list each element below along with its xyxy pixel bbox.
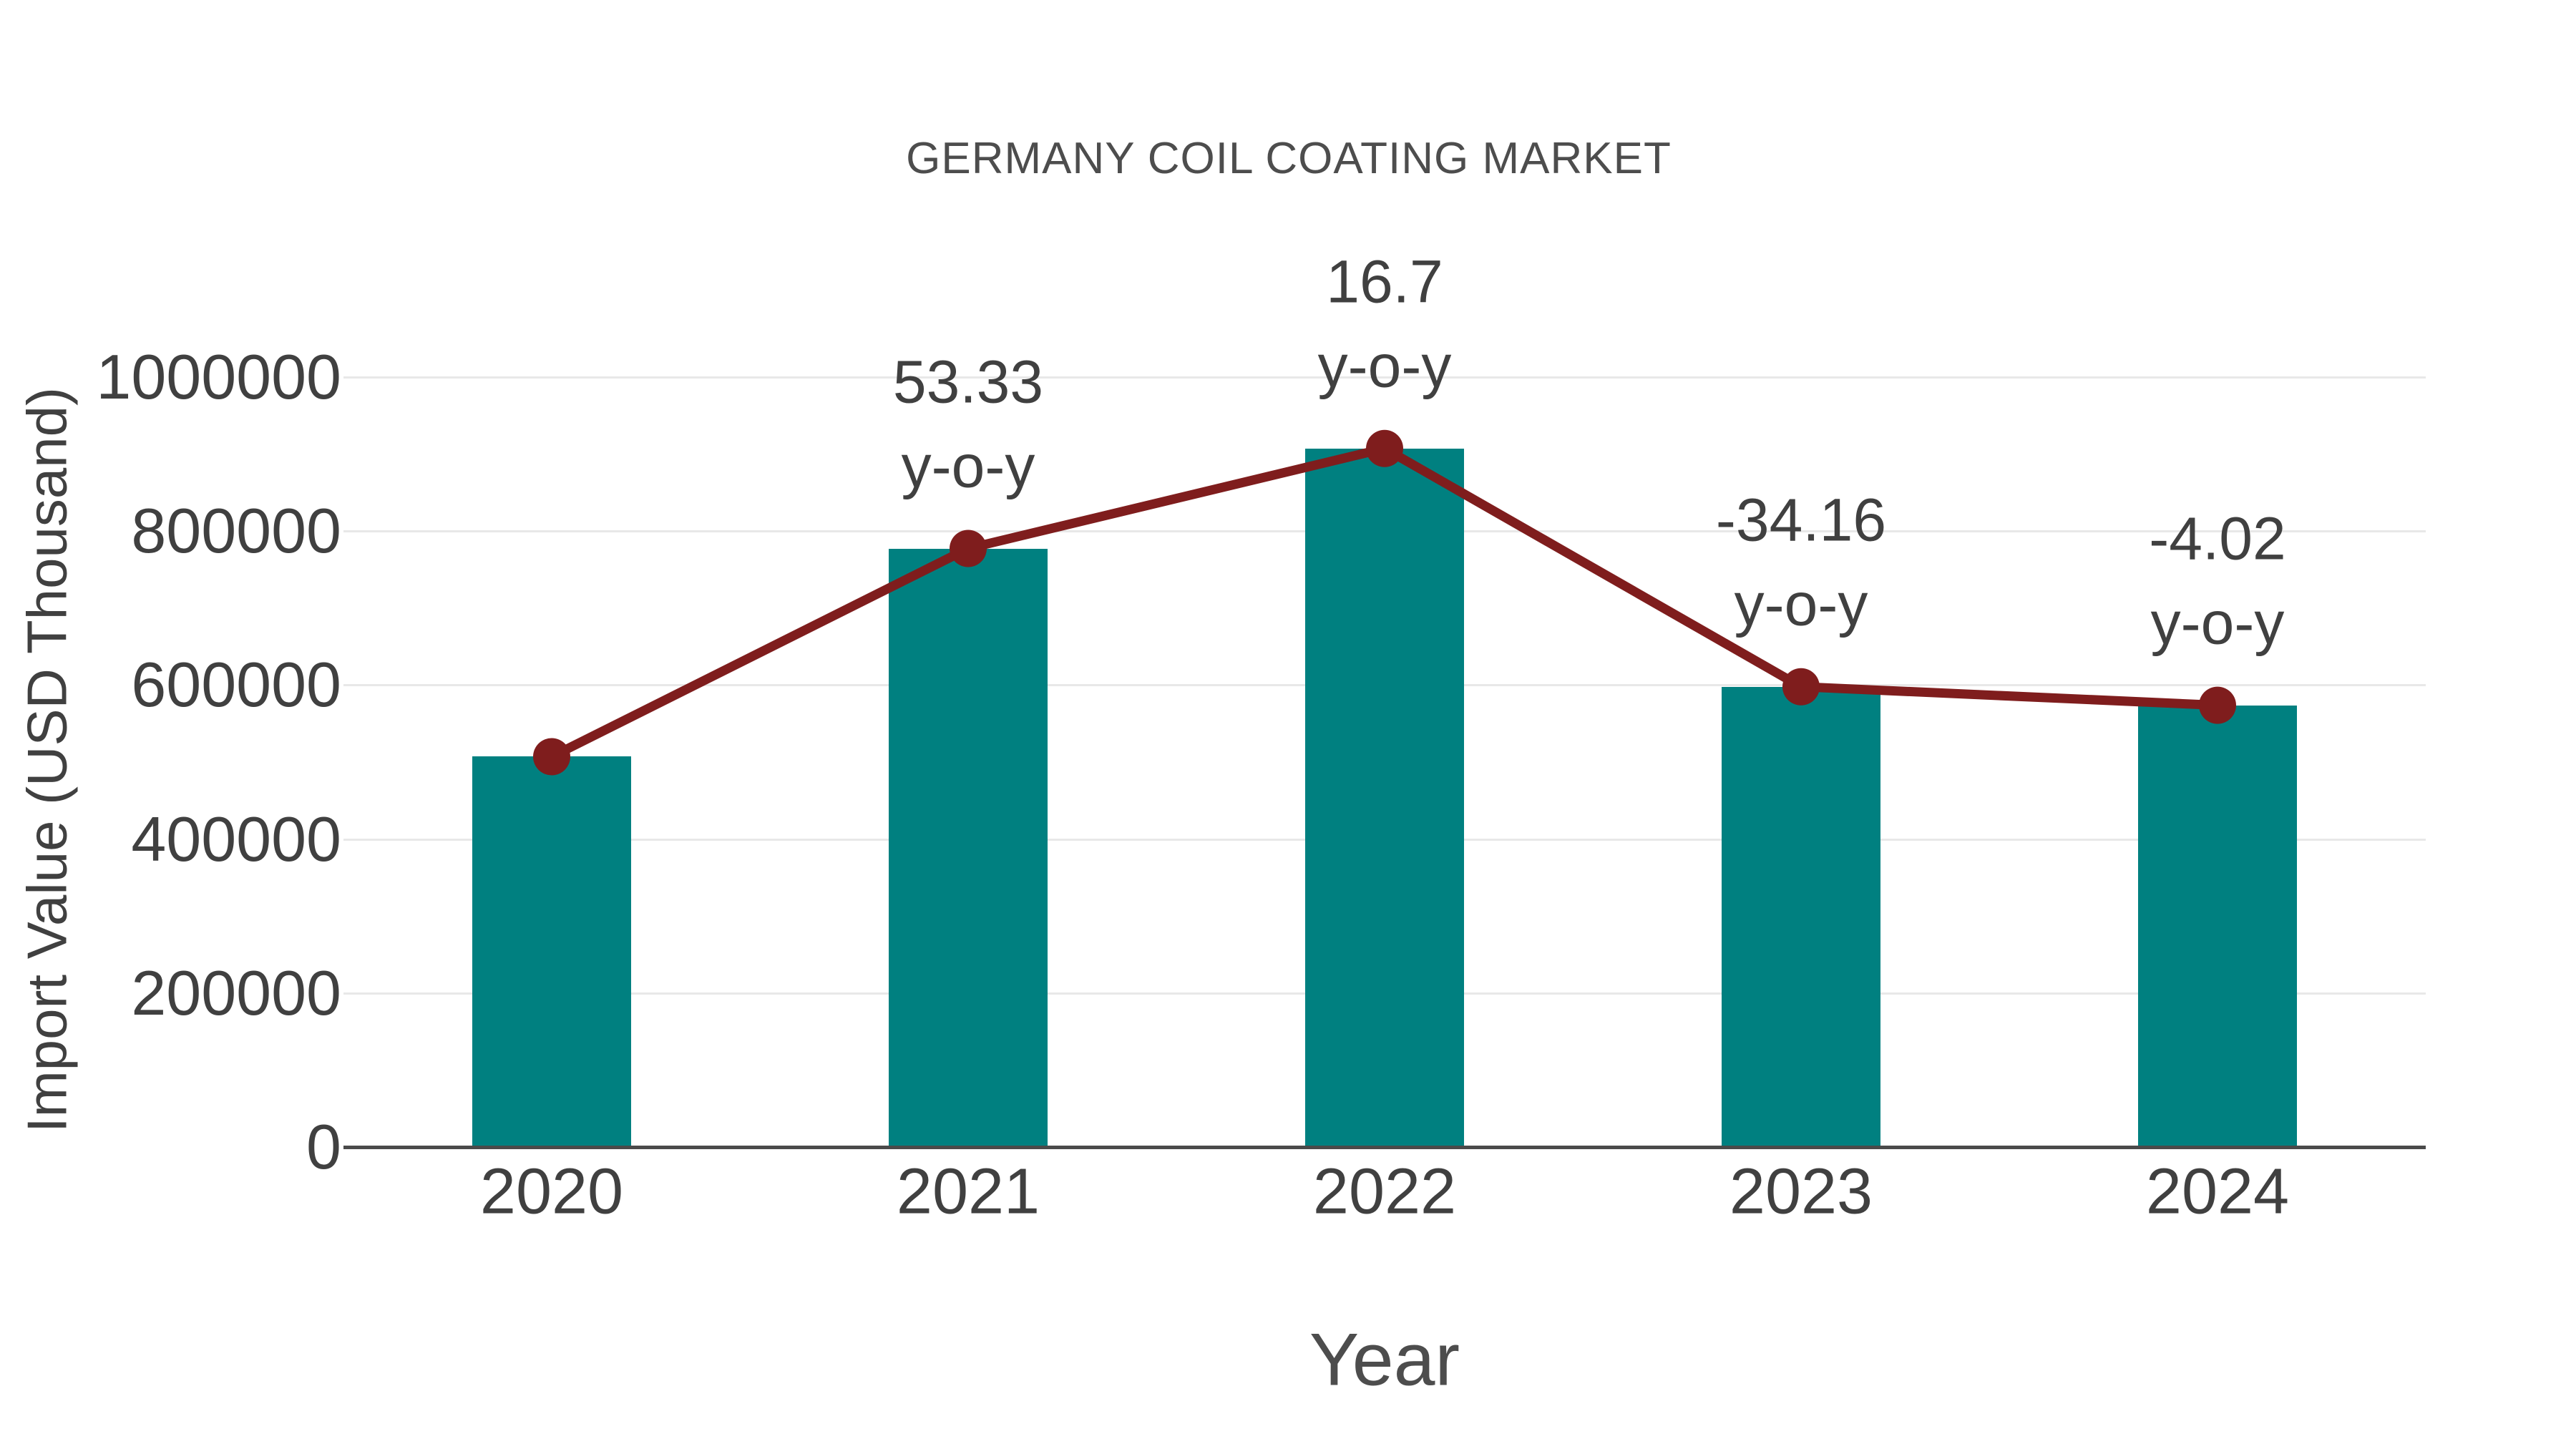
yoy-value-label: 53.33 — [892, 348, 1044, 416]
trend-line — [550, 443, 2218, 761]
yoy-value-label: -34.16 — [1715, 486, 1887, 554]
yoy-unit-label: y-o-y — [901, 432, 1035, 500]
x-tick-label: 2024 — [2145, 1156, 2290, 1228]
x-tick-label: 2022 — [1312, 1156, 1457, 1228]
y-tick-label: 400000 — [131, 803, 341, 874]
yoy-value-label: -4.02 — [2149, 504, 2286, 572]
bar-2022 — [1305, 448, 1464, 1147]
y-tick-label: 200000 — [131, 957, 341, 1028]
trend-marker — [2199, 686, 2236, 724]
x-tick-label: 2023 — [1729, 1156, 1873, 1228]
chart-title: GERMANY COIL COATING MARKET — [906, 134, 1672, 183]
trend-marker — [533, 738, 570, 776]
trend-marker — [1782, 668, 1820, 706]
bar-2021 — [889, 548, 1048, 1147]
gridline — [343, 376, 2426, 379]
bar-2023 — [1722, 686, 1880, 1147]
yoy-unit-label: y-o-y — [2150, 589, 2285, 657]
y-tick-label: 600000 — [131, 649, 341, 721]
x-tick-label: 2021 — [896, 1156, 1040, 1228]
x-axis-title: Year — [1309, 1318, 1460, 1402]
yoy-unit-label: y-o-y — [1734, 570, 1868, 638]
x-axis-line — [343, 1146, 2426, 1149]
x-tick-label: 2020 — [479, 1156, 624, 1228]
y-tick-label: 800000 — [131, 495, 341, 567]
yoy-unit-label: y-o-y — [1317, 332, 1452, 400]
yoy-value-label: 16.7 — [1326, 248, 1443, 316]
y-tick-label: 1000000 — [96, 341, 341, 412]
bar-2024 — [2138, 705, 2297, 1147]
bar-2020 — [472, 756, 631, 1147]
trend-marker — [1366, 429, 1403, 467]
y-tick-label: 0 — [306, 1111, 341, 1182]
trend-marker — [950, 530, 987, 567]
